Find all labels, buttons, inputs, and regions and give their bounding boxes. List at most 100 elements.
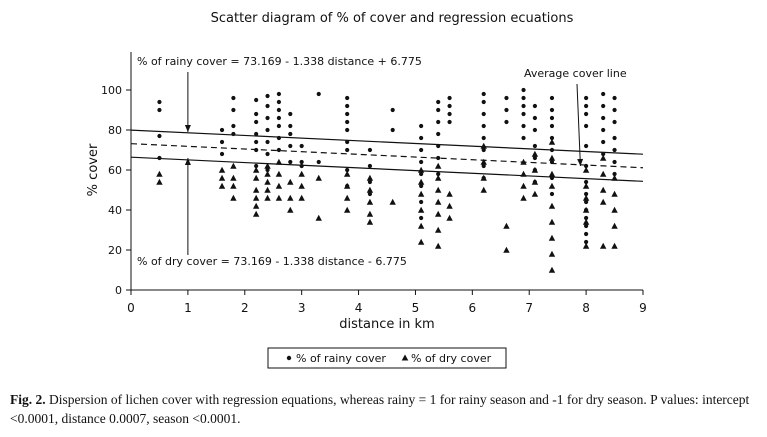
dry-point: [435, 162, 442, 169]
dry-point: [275, 158, 283, 165]
x-tick-label: 1: [184, 301, 192, 315]
rainy-point: [265, 139, 270, 145]
rainy-point: [419, 135, 424, 141]
rainy-point: [532, 127, 538, 133]
rainy-point: [612, 95, 617, 101]
rainy-point: [521, 95, 526, 101]
rainy-point: [157, 107, 162, 113]
rainy-point: [481, 91, 486, 97]
rainy-point: [254, 111, 259, 117]
dry-point: [230, 162, 237, 169]
rainy-point: [345, 127, 350, 133]
dry-point: [531, 178, 539, 185]
dry-point: [599, 170, 607, 177]
dry-point: [480, 186, 487, 193]
rainy-point: [254, 139, 259, 145]
y-tick-label: 40: [108, 204, 122, 217]
rainy-point: [390, 127, 395, 133]
rainy-point: [481, 135, 486, 141]
dry-point: [264, 162, 271, 169]
rainy-point: [345, 111, 350, 117]
rainy-point: [345, 147, 350, 153]
dry-point: [230, 182, 237, 189]
x-tick-label: 2: [241, 301, 249, 315]
dry-point: [252, 210, 260, 217]
rainy-point: [254, 119, 259, 125]
dry-point: [252, 174, 260, 181]
rainy-point: [419, 147, 424, 153]
dry-point: [446, 190, 453, 197]
rainy-point: [549, 107, 555, 113]
dry-point: [503, 246, 510, 253]
dry-point: [298, 194, 305, 201]
rainy-point: [549, 95, 555, 101]
x-ticks: 0 1 2 3 4 5 6 7 8 9: [127, 290, 647, 315]
rainy-point: [584, 111, 589, 117]
rainy-point: [612, 135, 617, 141]
x-tick-label: 4: [355, 301, 363, 315]
rainy-point: [219, 127, 225, 133]
rainy-point: [447, 119, 452, 125]
dry-point: [435, 186, 442, 193]
dry-point: [503, 222, 510, 229]
dry-point: [531, 166, 539, 173]
rainy-point: [584, 199, 589, 205]
rainy-point: [265, 127, 270, 133]
dry-point: [548, 170, 556, 177]
rainy-point: [419, 215, 424, 221]
rainy-point: [481, 111, 486, 117]
dry-point: [264, 178, 271, 185]
rainy-point: [612, 107, 617, 113]
rainy-point: [231, 107, 236, 113]
rainy-point: [419, 159, 424, 165]
regression-line: [130, 156, 644, 182]
rainy-point: [532, 115, 538, 121]
rainy-point: [367, 191, 373, 197]
dry-point: [252, 186, 260, 193]
rainy-point: [345, 167, 350, 173]
dry-point: [275, 182, 283, 189]
rainy-point: [436, 143, 441, 149]
dry-point: [548, 182, 556, 189]
legend-rainy-marker: [286, 355, 292, 361]
annotations: % of rainy cover = 73.169 - 1.338 distan…: [137, 55, 627, 268]
dry-point: [417, 206, 425, 213]
dry-point: [582, 242, 590, 249]
dry-point: [343, 194, 351, 201]
y-tick-label: 100: [101, 84, 122, 97]
dry-point: [275, 170, 283, 177]
dry-point: [435, 198, 442, 205]
rainy-point: [521, 87, 526, 93]
dry-point: [366, 174, 374, 181]
dry-point: [343, 206, 351, 213]
rainy-point: [549, 159, 555, 165]
legend: % of rainy cover % of dry cover: [267, 347, 507, 369]
rainy-point: [345, 139, 350, 145]
dry-point: [366, 210, 374, 217]
y-ticks: 0 20 40 60 80 100: [101, 84, 131, 297]
rainy-point: [481, 123, 486, 129]
dry-point: [435, 174, 442, 181]
x-tick-label: 7: [525, 301, 533, 315]
dry-point: [230, 194, 237, 201]
rainy-point: [436, 119, 441, 125]
legend-dry-marker: [401, 354, 409, 361]
regression-lines: [130, 129, 644, 182]
rainy-point: [265, 115, 270, 121]
dry-point: [389, 198, 396, 205]
rainy-point: [436, 155, 441, 161]
dry-point: [264, 170, 271, 177]
rainy-point: [390, 107, 395, 113]
rainy-point: [288, 143, 293, 149]
dry-point: [315, 214, 322, 221]
dry-point: [548, 266, 556, 273]
dry-point: [298, 170, 305, 177]
dry-point: [275, 194, 283, 201]
annotation-arrow: [576, 83, 581, 167]
rainy-point: [436, 131, 441, 137]
dry-point: [582, 182, 590, 189]
rainy-point: [436, 107, 441, 113]
dry-point: [548, 138, 556, 145]
dry-point: [582, 206, 590, 213]
dry-point: [582, 218, 590, 225]
